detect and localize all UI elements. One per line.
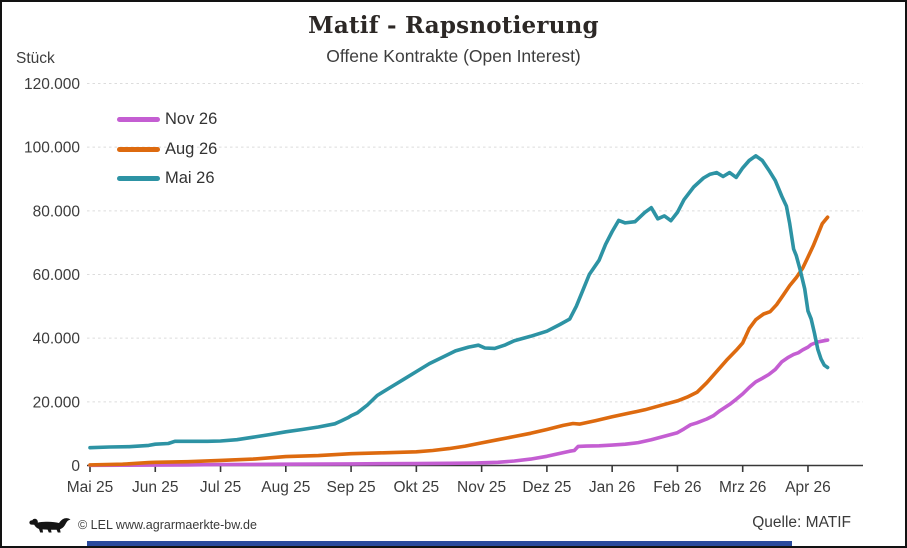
- series-line-aug26: [88, 215, 830, 467]
- x-axis-tick-label: Jun 25: [132, 479, 179, 496]
- series-line-nov26: [88, 338, 830, 468]
- x-axis-tick-label: Feb 26: [653, 479, 701, 496]
- bottom-accent-bar: [87, 541, 792, 546]
- footer-branding: © LEL www.agrarmaerkte-bw.de: [28, 513, 257, 537]
- legend-item-mai26: Mai 26: [117, 164, 217, 194]
- x-axis-tick-label: Jul 25: [200, 479, 241, 496]
- legend-label-aug26: Aug 26: [165, 139, 218, 158]
- x-axis-tick-label: Sep 25: [327, 479, 376, 496]
- x-axis-tick-label: Jan 26: [589, 479, 636, 496]
- x-axis-tick-label: Apr 26: [785, 479, 831, 496]
- chart-legend: Nov 26 Aug 26 Mai 26: [117, 105, 217, 194]
- legend-swatch-nov26: [117, 117, 160, 123]
- x-axis-tick-label: Dez 25: [522, 479, 571, 496]
- y-axis-tick-label: 60.000: [33, 267, 81, 284]
- series-line-mai26: [88, 154, 830, 450]
- y-axis-tick-label: 0: [71, 458, 80, 475]
- source-text: Quelle: MATIF: [752, 514, 851, 531]
- legend-swatch-aug26: [117, 146, 160, 152]
- x-axis-tick-label: Okt 25: [394, 479, 440, 496]
- legend-swatch-mai26: [117, 176, 160, 182]
- legend-label-mai26: Mai 26: [165, 169, 215, 188]
- y-axis-tick-label: 80.000: [33, 203, 81, 220]
- x-axis-tick-label: Nov 25: [457, 479, 506, 496]
- legend-item-nov26: Nov 26: [117, 105, 217, 135]
- y-axis-tick-label: 20.000: [33, 394, 81, 411]
- x-axis-tick-label: Mai 25: [67, 479, 114, 496]
- y-axis-tick-label: 100.000: [24, 140, 80, 157]
- legend-item-aug26: Aug 26: [117, 135, 217, 165]
- legend-label-nov26: Nov 26: [165, 110, 218, 129]
- x-axis-tick-label: Aug 25: [261, 479, 310, 496]
- chart-title: Matif - Rapsnotierung: [308, 12, 599, 39]
- chart-subtitle: Offene Kontrakte (Open Interest): [326, 46, 581, 66]
- y-axis-tick-label: 40.000: [33, 331, 81, 348]
- copyright-text: © LEL www.agrarmaerkte-bw.de: [78, 518, 257, 532]
- y-axis-unit-label: Stück: [16, 50, 55, 67]
- lel-lion-logo: [29, 518, 71, 533]
- x-axis-tick-label: Mrz 26: [719, 479, 766, 496]
- y-axis-tick-label: 120.000: [24, 76, 80, 93]
